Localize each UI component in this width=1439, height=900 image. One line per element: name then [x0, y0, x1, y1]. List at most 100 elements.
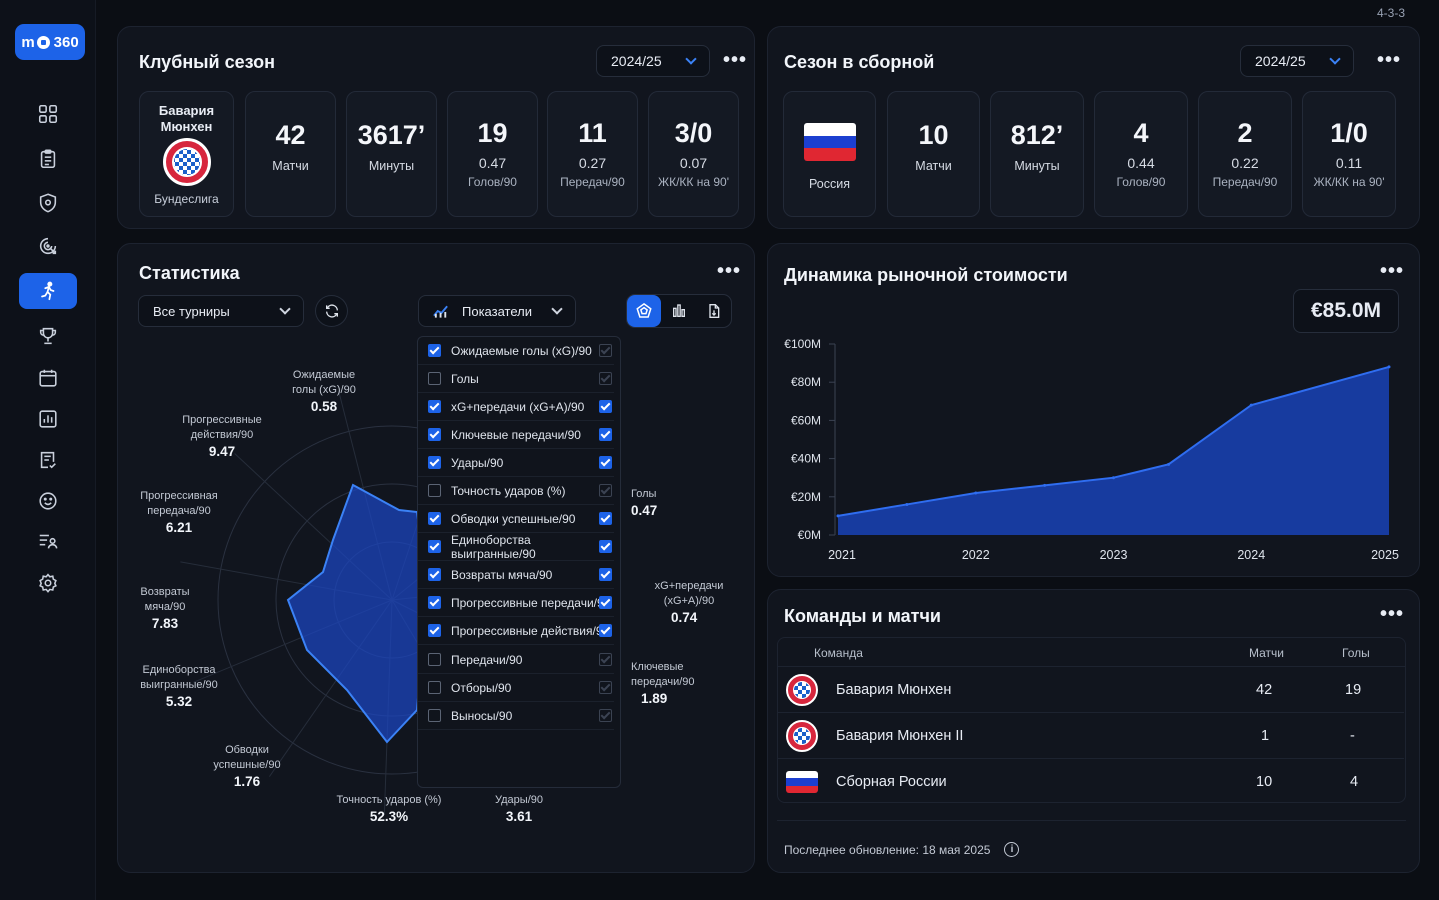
metric-checkbox[interactable] — [428, 568, 441, 581]
radar-view-button[interactable] — [627, 295, 661, 327]
x-tick-label: 2022 — [962, 548, 990, 562]
app-logo[interactable]: m 360 — [15, 24, 85, 60]
radar-label-name: Удары/90 — [495, 794, 543, 806]
table-row[interactable]: Сборная России 10 4 — [778, 759, 1404, 805]
metric-checkbox[interactable] — [428, 372, 441, 385]
stat-value: 42 — [275, 120, 306, 150]
market-value-more-button[interactable]: ••• — [1380, 260, 1405, 282]
metric-option[interactable]: Передачи/90 — [418, 646, 614, 674]
metrics-select[interactable]: Показатели — [418, 295, 576, 327]
teams-more-button[interactable]: ••• — [1380, 603, 1405, 625]
radar-label-name: Прогрессивная — [140, 490, 218, 502]
nav-users[interactable] — [24, 523, 72, 559]
metric-checkbox[interactable] — [428, 653, 441, 666]
club-card[interactable]: Бавария Мюнхен Бундеслига — [139, 91, 234, 217]
market-value-point[interactable] — [1043, 483, 1047, 487]
metric-checkbox[interactable] — [428, 709, 441, 722]
metric-option-label: Прогрессивные передачи/90 — [451, 595, 611, 610]
metric-compare-checkbox[interactable] — [599, 624, 612, 637]
metric-option[interactable]: Единоборства выигранные/90 — [418, 533, 614, 561]
country-card[interactable]: Россия — [783, 91, 876, 217]
metric-option[interactable]: Точность ударов (%) — [418, 477, 614, 505]
metric-option[interactable]: Удары/90 — [418, 449, 614, 477]
market-value-point[interactable] — [974, 491, 978, 495]
nav-settings[interactable] — [24, 565, 72, 601]
metric-compare-checkbox[interactable] — [599, 372, 612, 385]
metric-option[interactable]: Обводки успешные/90 — [418, 505, 614, 533]
metric-checkbox[interactable] — [428, 344, 441, 357]
metric-checkbox[interactable] — [428, 596, 441, 609]
national-season-select[interactable]: 2024/25 — [1240, 45, 1354, 77]
metric-option-label: Удары/90 — [451, 455, 504, 470]
stat-value: 11 — [578, 118, 607, 148]
bar-view-button[interactable] — [662, 295, 696, 327]
metric-checkbox[interactable] — [428, 624, 441, 637]
stat-sub: ЖК/КК на 90' — [1313, 175, 1385, 189]
metric-compare-checkbox[interactable] — [599, 428, 612, 441]
metric-option[interactable]: xG+передачи (xG+A)/90 — [418, 393, 614, 421]
metric-checkbox[interactable] — [428, 484, 441, 497]
nav-notes[interactable] — [24, 442, 72, 478]
club-season-select[interactable]: 2024/25 — [596, 45, 710, 77]
teams-table: Команда Матчи Голы Бавария Мюнхен 42 19 … — [777, 637, 1406, 803]
nav-dashboard[interactable] — [24, 96, 72, 132]
metric-option[interactable]: Прогрессивные действия/90 — [418, 617, 614, 645]
nav-tournaments[interactable] — [24, 318, 72, 354]
market-value-point[interactable] — [1387, 365, 1391, 369]
metric-option[interactable]: Прогрессивные передачи/90 — [418, 589, 614, 617]
tournament-filter-value: Все турниры — [153, 303, 230, 319]
refresh-button[interactable] — [315, 295, 348, 327]
metric-compare-checkbox[interactable] — [599, 568, 612, 581]
club-season-more-button[interactable]: ••• — [723, 49, 748, 71]
metric-checkbox[interactable] — [428, 540, 441, 553]
nav-calendar[interactable] — [24, 360, 72, 396]
export-button[interactable] — [697, 295, 731, 327]
market-value-point[interactable] — [905, 502, 909, 506]
market-value-point[interactable] — [1249, 403, 1253, 407]
info-icon[interactable]: i — [1004, 842, 1020, 857]
metric-compare-checkbox[interactable] — [599, 596, 612, 609]
nav-reports[interactable] — [24, 141, 72, 177]
market-value-point[interactable] — [1167, 462, 1171, 466]
stat-value: 10 — [918, 120, 949, 150]
nav-players[interactable] — [19, 273, 77, 309]
metric-checkbox[interactable] — [428, 512, 441, 525]
tournament-filter[interactable]: Все турниры — [138, 295, 304, 327]
metric-compare-checkbox[interactable] — [599, 653, 612, 666]
nav-analytics[interactable] — [24, 401, 72, 437]
table-row[interactable]: Бавария Мюнхен 42 19 — [778, 667, 1404, 713]
nav-scouting[interactable] — [24, 228, 72, 264]
metric-compare-checkbox[interactable] — [599, 484, 612, 497]
metric-checkbox[interactable] — [428, 456, 441, 469]
metric-compare-checkbox[interactable] — [599, 456, 612, 469]
x-tick-label: 2021 — [828, 548, 856, 562]
metric-option[interactable]: Ключевые передачи/90 — [418, 421, 614, 449]
metric-option[interactable]: Ожидаемые голы (xG)/90 — [418, 337, 614, 365]
metric-compare-checkbox[interactable] — [599, 512, 612, 525]
market-value-point[interactable] — [1112, 476, 1115, 480]
metric-compare-checkbox[interactable] — [599, 709, 612, 722]
market-value-point[interactable] — [836, 514, 840, 518]
metric-compare-checkbox[interactable] — [599, 681, 612, 694]
statistics-more-button[interactable]: ••• — [717, 260, 742, 282]
nav-feedback[interactable] — [24, 483, 72, 519]
stat-per90: 0.22 — [1231, 155, 1259, 171]
metric-compare-checkbox[interactable] — [599, 400, 612, 413]
chevron-down-icon — [685, 53, 697, 65]
running-player-icon — [41, 281, 55, 301]
team-matches: 1 — [1261, 727, 1270, 744]
national-season-more-button[interactable]: ••• — [1377, 49, 1402, 71]
radar-label-shot-accuracy: Точность ударов (%) 52.3% — [333, 793, 445, 824]
metric-option[interactable]: Голы — [418, 365, 614, 393]
metric-option[interactable]: Отборы/90 — [418, 674, 614, 702]
metric-compare-checkbox[interactable] — [599, 540, 612, 553]
stat-value: 4 — [1133, 118, 1149, 148]
metric-checkbox[interactable] — [428, 681, 441, 694]
metric-option[interactable]: Возвраты мяча/90 — [418, 561, 614, 589]
metric-checkbox[interactable] — [428, 428, 441, 441]
table-row[interactable]: Бавария Мюнхен II 1 - — [778, 713, 1404, 759]
metric-checkbox[interactable] — [428, 400, 441, 413]
metric-option[interactable]: Выносы/90 — [418, 702, 614, 730]
metric-compare-checkbox[interactable] — [599, 344, 612, 357]
nav-teams[interactable] — [24, 185, 72, 221]
